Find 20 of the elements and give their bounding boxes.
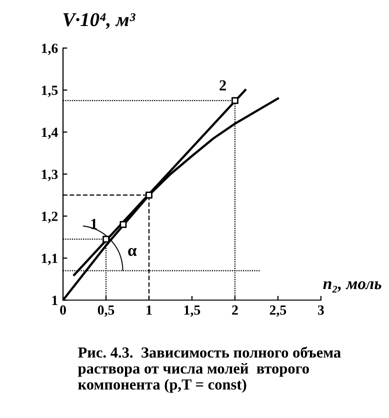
y-tick-label: 1,5 xyxy=(42,86,58,98)
x-axis-title: n₂, моль xyxy=(323,281,382,292)
text: Рис. 4.3. Зависимость полного объема раствора от числа молей второго компонента (p,T = const) xyxy=(78,346,341,393)
y-tick-label: 1,2 xyxy=(42,212,58,224)
x-tick-label: 2,5 xyxy=(270,305,286,317)
y-tick-label: 1,6 xyxy=(42,44,58,56)
annotation: α xyxy=(128,248,137,256)
annotation: 1 xyxy=(91,218,97,230)
y-tick-label: 1,3 xyxy=(42,170,58,182)
y-tick-label: 1,4 xyxy=(42,128,58,140)
x-tick-label: 1 xyxy=(146,305,152,315)
annotation: 2 xyxy=(220,80,226,90)
x-tick-label: 0,5 xyxy=(98,305,114,317)
x-tick-label: 2 xyxy=(232,305,238,315)
y-tick-label: 1 xyxy=(52,296,58,305)
y-tick-label: 1,1 xyxy=(42,254,58,266)
y-axis-title: V·10⁴, м³ xyxy=(63,13,136,30)
x-tick-label: 1,5 xyxy=(184,305,200,317)
x-tick-label: 3 xyxy=(318,305,324,315)
x-tick-label: 0 xyxy=(60,305,66,315)
